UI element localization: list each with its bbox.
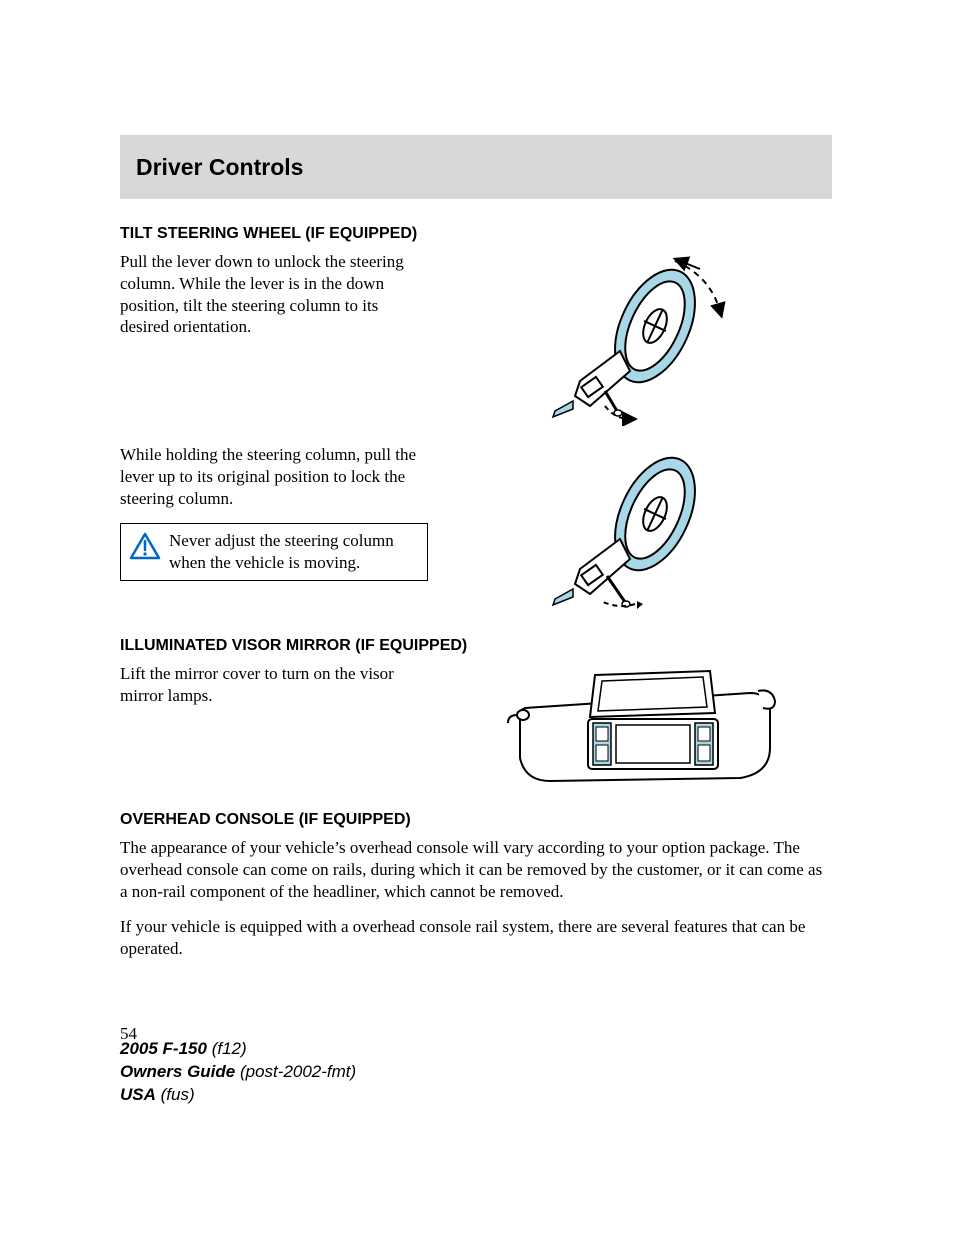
footer-l3-bold: USA bbox=[120, 1085, 156, 1104]
footer-l2-bold: Owners Guide bbox=[120, 1062, 235, 1081]
tilt-para-1: Pull the lever down to unlock the steeri… bbox=[120, 251, 428, 338]
footer-line-3: USA (fus) bbox=[120, 1084, 356, 1107]
steering-unlock-illustration bbox=[525, 251, 755, 426]
footer-l1-ital: (f12) bbox=[212, 1039, 247, 1058]
warning-icon bbox=[129, 532, 161, 560]
footer-line-2: Owners Guide (post-2002-fmt) bbox=[120, 1061, 356, 1084]
visor-illustration bbox=[500, 663, 780, 793]
overhead-para-2: If your vehicle is equipped with a overh… bbox=[120, 916, 832, 960]
section-title-tilt: TILT STEERING WHEEL (IF EQUIPPED) bbox=[120, 225, 832, 243]
chapter-header: Driver Controls bbox=[120, 135, 832, 199]
section-title-overhead: OVERHEAD CONSOLE (IF EQUIPPED) bbox=[120, 811, 832, 829]
visor-para-1: Lift the mirror cover to turn on the vis… bbox=[120, 663, 428, 707]
tilt-row-1: Pull the lever down to unlock the steeri… bbox=[120, 251, 832, 426]
tilt-para-2: While holding the steering column, pull … bbox=[120, 444, 428, 509]
warning-box: Never adjust the steering column when th… bbox=[120, 523, 428, 581]
footer-l1-bold: 2005 F-150 bbox=[120, 1039, 207, 1058]
visor-row: Lift the mirror cover to turn on the vis… bbox=[120, 663, 832, 793]
tilt-row-2: While holding the steering column, pull … bbox=[120, 444, 832, 619]
chapter-title: Driver Controls bbox=[136, 154, 303, 181]
footer: 2005 F-150 (f12) Owners Guide (post-2002… bbox=[120, 1038, 356, 1107]
footer-line-1: 2005 F-150 (f12) bbox=[120, 1038, 356, 1061]
warning-text: Never adjust the steering column when th… bbox=[169, 531, 394, 572]
steering-lock-illustration bbox=[525, 444, 755, 619]
section-title-visor: ILLUMINATED VISOR MIRROR (IF EQUIPPED) bbox=[120, 637, 832, 655]
overhead-para-1: The appearance of your vehicle’s overhea… bbox=[120, 837, 832, 902]
footer-l3-ital: (fus) bbox=[161, 1085, 195, 1104]
footer-l2-ital: (post-2002-fmt) bbox=[240, 1062, 356, 1081]
